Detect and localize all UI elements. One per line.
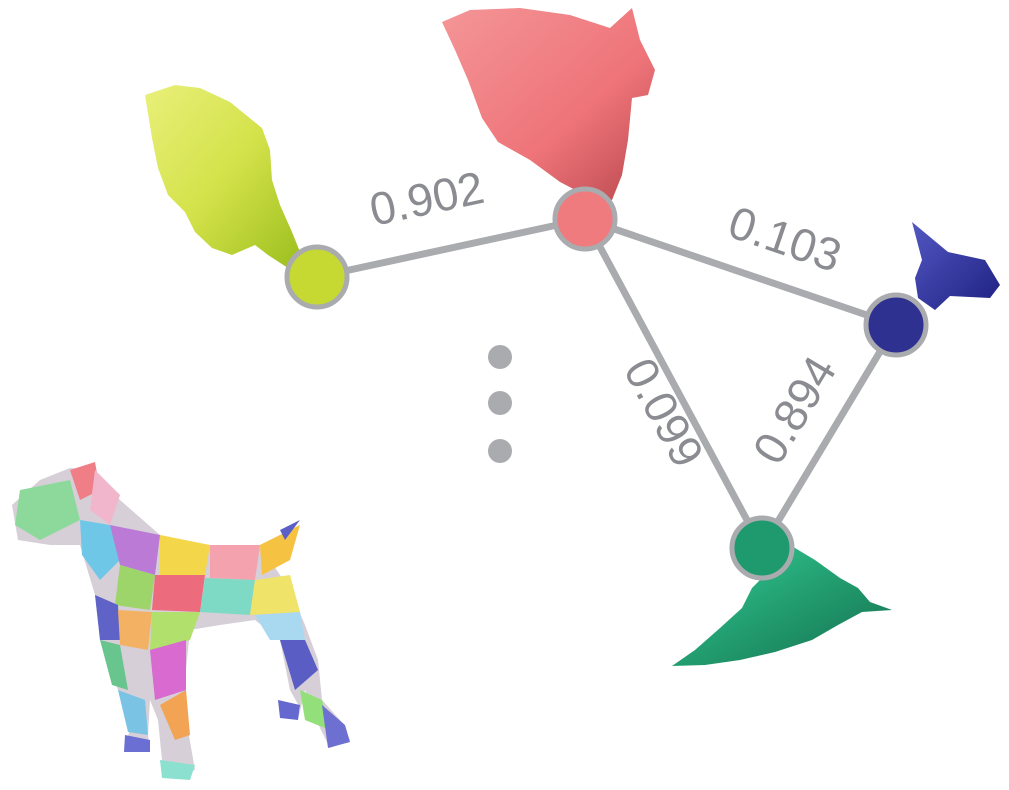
- ellipsis-dots: [488, 345, 512, 463]
- edge-navy-green: [758, 321, 900, 552]
- node-yellow-green: [284, 244, 350, 310]
- edge-label-navy-green: 0.894: [742, 347, 846, 472]
- green-segment-shape: [672, 545, 892, 666]
- ellipsis-dot: [488, 345, 512, 369]
- dog-mesh-illustration: [12, 462, 350, 780]
- yellow-green-segment-shape: [145, 85, 300, 268]
- edge-pink-navy: [581, 215, 900, 329]
- edge-yellow-pink: [313, 215, 589, 281]
- navy-segment-shape: [912, 222, 1000, 310]
- edges: [313, 215, 900, 552]
- node-navy: [863, 292, 929, 358]
- edge-pink-green: [581, 215, 766, 552]
- nodes: [284, 186, 929, 581]
- edge-label-yellow-pink: 0.902: [365, 161, 488, 236]
- ellipsis-dot: [488, 391, 512, 415]
- ellipsis-dot: [488, 439, 512, 463]
- node-green: [729, 515, 795, 581]
- edge-label-pink-green: 0.099: [614, 349, 714, 475]
- pink-segment-shape: [442, 8, 655, 200]
- node-pink: [552, 186, 618, 252]
